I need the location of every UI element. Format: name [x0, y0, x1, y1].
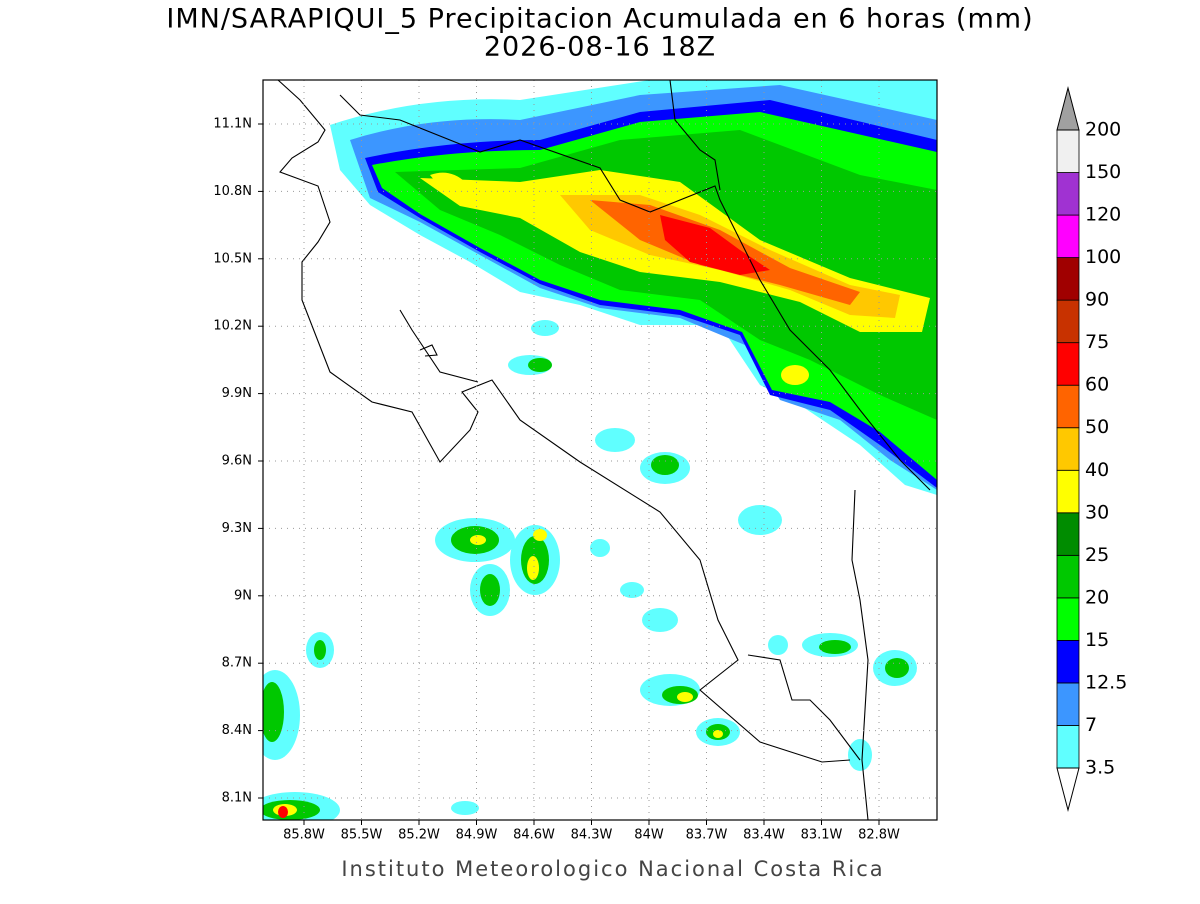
colorbar-label: 15 — [1085, 629, 1109, 651]
colorbar-label: 200 — [1085, 119, 1121, 141]
colorbar-under — [1056, 767, 1080, 812]
map-frame — [262, 79, 938, 821]
colorbar-label: 75 — [1085, 331, 1109, 353]
lat-label: 9N — [234, 588, 252, 603]
lat-label: 10.8N — [213, 184, 252, 199]
colorbar-segment — [1056, 597, 1080, 641]
colorbar-label: 150 — [1085, 161, 1121, 183]
colorbar-segment — [1056, 384, 1080, 429]
colorbar-segment — [1056, 299, 1080, 344]
colorbar-label: 60 — [1085, 374, 1109, 396]
lon-label: 84.6W — [513, 828, 555, 843]
lat-label: 10.5N — [213, 251, 252, 266]
precipitation-field — [263, 80, 937, 820]
colorbar-label: 7 — [1085, 714, 1097, 736]
lat-label: 8.7N — [222, 656, 252, 671]
lat-label: 10.2N — [213, 319, 252, 334]
colorbar-label: 40 — [1085, 459, 1109, 481]
lon-label: 84W — [634, 828, 664, 843]
colorbar-label: 3.5 — [1085, 757, 1115, 779]
colorbar-segment — [1056, 129, 1080, 173]
colorbar-label: 90 — [1085, 289, 1109, 311]
colorbar-segment — [1056, 257, 1080, 301]
colorbar-segment — [1056, 640, 1080, 684]
colorbar-label: 100 — [1085, 246, 1121, 268]
lat-label: 9.3N — [222, 521, 252, 536]
colorbar-label: 20 — [1085, 586, 1109, 608]
colorbar-label: 12.5 — [1085, 671, 1127, 693]
colorbar-segment — [1056, 469, 1080, 514]
colorbar-segment — [1056, 342, 1080, 386]
lon-label: 85.2W — [398, 828, 440, 843]
colorbar-segment — [1056, 214, 1080, 258]
lat-label: 9.9N — [222, 386, 252, 401]
subtitle: 2026-08-16 18Z — [484, 32, 716, 63]
colorbar-label: 50 — [1085, 416, 1109, 438]
footer: Instituto Meteorologico Nacional Costa R… — [341, 857, 884, 881]
lon-label: 84.3W — [571, 828, 613, 843]
lon-label: 85.8W — [283, 828, 325, 843]
title: IMN/SARAPIQUI_5 Precipitacion Acumulada … — [166, 4, 1033, 35]
lon-label: 83.1W — [801, 828, 843, 843]
colorbar-over — [1056, 86, 1080, 131]
lat-label: 9.6N — [222, 454, 252, 469]
colorbar-segment — [1056, 725, 1080, 769]
lon-label: 82.8W — [858, 828, 900, 843]
colorbar-label: 120 — [1085, 204, 1121, 226]
colorbar-label: 30 — [1085, 501, 1109, 523]
colorbar-segment — [1056, 682, 1080, 726]
lat-label: 8.1N — [222, 791, 252, 806]
lon-label: 83.4W — [743, 828, 785, 843]
colorbar-segment — [1056, 172, 1080, 216]
lon-label: 84.9W — [456, 828, 498, 843]
colorbar-segment — [1056, 554, 1080, 599]
lon-label: 85.5W — [341, 828, 383, 843]
lat-label: 8.4N — [222, 723, 252, 738]
colorbar-segment — [1056, 427, 1080, 471]
colorbar-label: 25 — [1085, 544, 1109, 566]
lon-label: 83.7W — [686, 828, 728, 843]
lat-label: 11.1N — [213, 117, 252, 132]
colorbar-segment — [1056, 512, 1080, 556]
